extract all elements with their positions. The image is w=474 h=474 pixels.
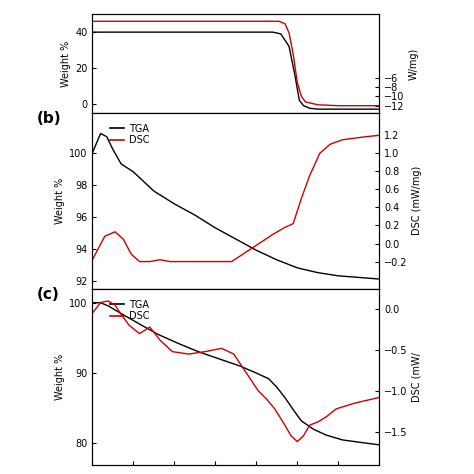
Y-axis label: DSC (mW/: DSC (mW/ [412,352,422,401]
Y-axis label: Weight %: Weight % [61,40,71,87]
Text: (b): (b) [36,111,61,126]
Y-axis label: Weight %: Weight % [55,354,65,400]
Y-axis label: W/mg): W/mg) [409,47,419,80]
Legend: TGA, DSC: TGA, DSC [109,299,151,322]
Legend: TGA, DSC: TGA, DSC [109,123,151,146]
Text: exo: exo [340,297,356,306]
Text: (c): (c) [36,287,59,302]
Text: exo: exo [340,120,356,129]
Y-axis label: Weight %: Weight % [55,178,65,224]
Y-axis label: DSC (mW/mg): DSC (mW/mg) [412,166,422,235]
